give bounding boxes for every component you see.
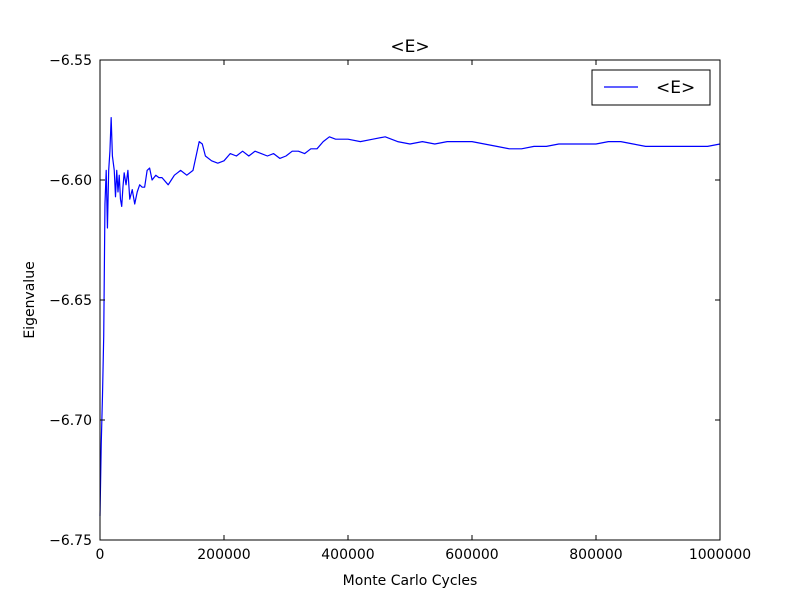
chart-title: <E> (390, 37, 429, 57)
x-axis-label: Monte Carlo Cycles (343, 573, 478, 589)
x-axis-ticks: 0 200000 400000 600000 800000 1000000 (96, 60, 751, 563)
x-tick-label: 0 (96, 547, 105, 563)
y-tick-label: −6.70 (49, 413, 92, 429)
x-tick-label: 200000 (197, 547, 250, 563)
y-tick-label: −6.75 (49, 533, 92, 549)
x-tick-label: 600000 (445, 547, 498, 563)
x-tick-label: 1000000 (689, 547, 751, 563)
legend: <E> (591, 69, 711, 106)
y-tick-label: −6.65 (49, 293, 92, 309)
y-tick-label: −6.60 (49, 173, 92, 189)
x-tick-label: 400000 (321, 547, 374, 563)
y-axis-label: Eigenvalue (22, 261, 38, 338)
y-tick-label: −6.55 (49, 53, 92, 69)
plot-frame (99, 59, 721, 541)
series-line-0 (99, 116, 721, 517)
y-axis-ticks: −6.75 −6.70 −6.65 −6.60 −6.55 (49, 53, 720, 549)
legend-label: <E> (656, 78, 695, 98)
x-tick-label: 800000 (569, 547, 622, 563)
plot-line-group (99, 116, 721, 517)
